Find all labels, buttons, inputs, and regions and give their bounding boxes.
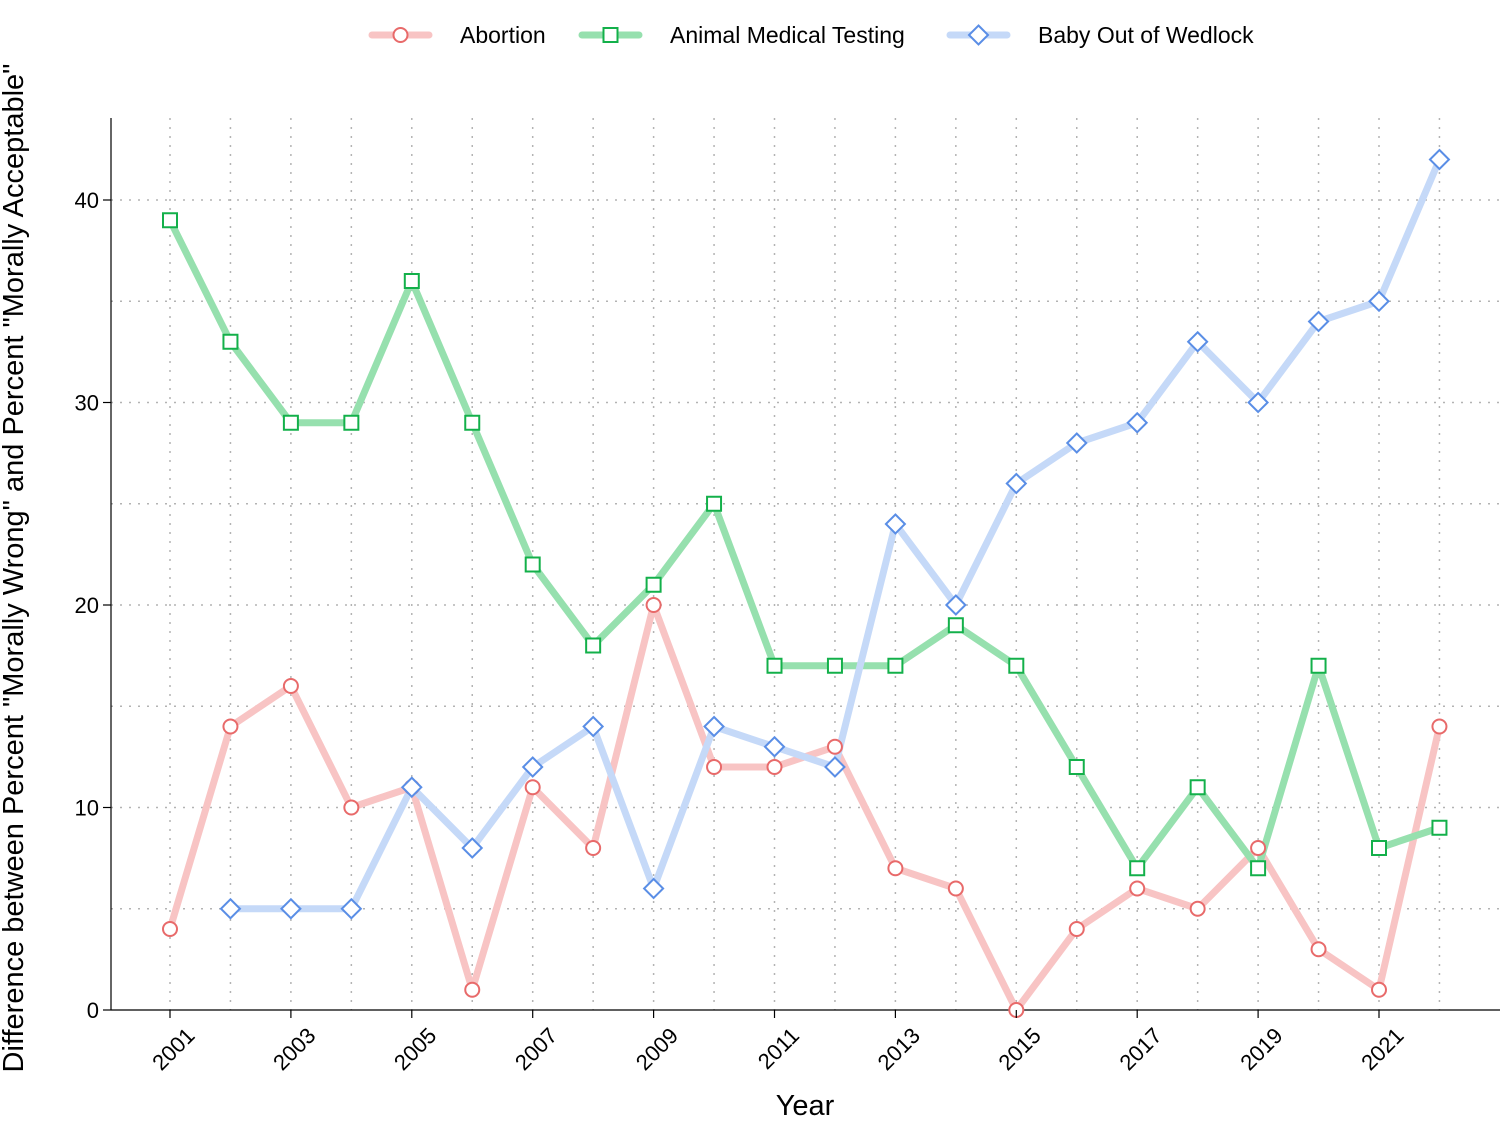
- x-tick-label: 2009: [631, 1023, 683, 1075]
- data-point-abortion: [887, 860, 904, 877]
- data-point-baby-out-of-wedlock: [1065, 432, 1088, 454]
- data-point-animal-medical-testing: [282, 414, 299, 431]
- data-point-animal-medical-testing: [766, 657, 783, 674]
- data-point-abortion: [1431, 718, 1448, 735]
- data-point-abortion: [464, 981, 481, 998]
- y-tick-label: 0: [87, 998, 99, 1023]
- x-axis-title: Year: [776, 1090, 835, 1122]
- data-point-animal-medical-testing: [947, 617, 964, 634]
- data-point-baby-out-of-wedlock: [1126, 411, 1149, 434]
- data-point-animal-medical-testing: [343, 414, 360, 431]
- data-point-abortion: [343, 799, 360, 816]
- data-point-animal-medical-testing: [1129, 860, 1146, 877]
- legend-label-abortion: Abortion: [460, 22, 546, 48]
- data-point-animal-medical-testing: [464, 414, 481, 431]
- legend-label-animal-medical-testing: Animal Medical Testing: [670, 22, 905, 48]
- data-point-animal-medical-testing: [1008, 657, 1025, 674]
- data-point-animal-medical-testing: [1250, 860, 1267, 877]
- x-tick-label: 2021: [1356, 1023, 1408, 1075]
- data-point-abortion: [282, 678, 299, 694]
- x-tick-label: 2013: [873, 1023, 925, 1075]
- data-point-abortion: [1371, 981, 1387, 998]
- y-axis-title: Difference between Percent "Morally Wron…: [0, 64, 30, 1073]
- grid: [111, 118, 1500, 1010]
- x-tick-label: 2003: [268, 1023, 320, 1075]
- data-point-baby-out-of-wedlock: [763, 735, 786, 758]
- data-point-abortion: [1129, 880, 1146, 897]
- legend-marker-baby-out-of-wedlock: [967, 24, 990, 46]
- data-point-baby-out-of-wedlock: [582, 715, 605, 738]
- data-point-baby-out-of-wedlock: [703, 715, 725, 738]
- legend-label-baby-out-of-wedlock: Baby Out of Wedlock: [1038, 22, 1254, 48]
- y-tick-label: 10: [75, 796, 99, 821]
- y-tick-label: 20: [75, 593, 99, 618]
- data-point-baby-out-of-wedlock: [279, 897, 302, 920]
- data-point-baby-out-of-wedlock: [642, 877, 665, 900]
- data-point-animal-medical-testing: [1310, 657, 1327, 674]
- data-point-baby-out-of-wedlock: [944, 594, 967, 616]
- data-point-baby-out-of-wedlock: [1005, 472, 1028, 495]
- data-point-abortion: [1189, 900, 1206, 917]
- data-point-abortion: [706, 759, 723, 775]
- data-point-baby-out-of-wedlock: [1247, 391, 1270, 414]
- data-point-animal-medical-testing: [162, 212, 178, 229]
- data-point-animal-medical-testing: [887, 657, 904, 674]
- data-point-animal-medical-testing: [1431, 819, 1448, 836]
- data-point-abortion: [585, 840, 602, 856]
- data-point-baby-out-of-wedlock: [521, 756, 544, 778]
- data-point-abortion: [162, 921, 178, 937]
- data-point-baby-out-of-wedlock: [1307, 310, 1330, 333]
- y-tick-label: 30: [75, 391, 99, 416]
- data-point-animal-medical-testing: [706, 495, 723, 512]
- data-point-baby-out-of-wedlock: [884, 513, 907, 535]
- data-point-animal-medical-testing: [585, 637, 602, 654]
- axes: [110, 118, 1500, 1011]
- data-point-baby-out-of-wedlock: [1368, 290, 1390, 313]
- data-point-baby-out-of-wedlock: [1428, 148, 1451, 171]
- y-tick-label: 40: [75, 188, 99, 213]
- data-point-abortion: [645, 597, 662, 613]
- data-point-animal-medical-testing: [524, 556, 541, 573]
- data-point-abortion: [826, 738, 843, 755]
- x-tick-label: 2005: [389, 1023, 441, 1075]
- legend: Abortion Animal Medical Testing Baby Out o…: [368, 22, 1254, 48]
- data-point-animal-medical-testing: [222, 333, 239, 350]
- data-point-baby-out-of-wedlock: [1186, 330, 1209, 353]
- legend-marker-animal-medical-testing: [602, 27, 619, 43]
- data-point-abortion: [1250, 840, 1267, 856]
- data-point-baby-out-of-wedlock: [340, 897, 363, 920]
- series: [162, 148, 1451, 1018]
- data-point-animal-medical-testing: [403, 273, 420, 289]
- data-point-abortion: [524, 779, 541, 796]
- data-point-abortion: [1068, 921, 1085, 937]
- data-point-baby-out-of-wedlock: [219, 897, 242, 920]
- data-point-animal-medical-testing: [1189, 779, 1206, 796]
- data-point-baby-out-of-wedlock: [461, 837, 484, 859]
- x-tick-label: 2019: [1235, 1023, 1287, 1075]
- data-point-baby-out-of-wedlock: [824, 756, 846, 778]
- data-point-abortion: [1310, 941, 1327, 958]
- data-point-baby-out-of-wedlock: [400, 776, 423, 799]
- data-point-animal-medical-testing: [1371, 840, 1387, 856]
- x-tick-label: 2001: [147, 1023, 199, 1075]
- x-tick-label: 2015: [994, 1023, 1046, 1075]
- series-line-animal-medical-testing: [166, 216, 1443, 872]
- data-point-animal-medical-testing: [1068, 759, 1085, 775]
- tick-labels: 0 10 20 30 40 2001 2003 2005 2007 2009 2011 2013 201…: [75, 188, 1409, 1075]
- legend-marker-abortion: [392, 27, 409, 43]
- x-tick-label: 2017: [1114, 1023, 1166, 1075]
- data-point-abortion: [766, 759, 783, 775]
- data-point-animal-medical-testing: [826, 657, 843, 674]
- data-point-abortion: [222, 718, 239, 735]
- x-tick-label: 2007: [510, 1023, 562, 1075]
- data-point-abortion: [947, 880, 964, 897]
- x-tick-label: 2011: [753, 1023, 804, 1074]
- data-point-animal-medical-testing: [645, 576, 662, 593]
